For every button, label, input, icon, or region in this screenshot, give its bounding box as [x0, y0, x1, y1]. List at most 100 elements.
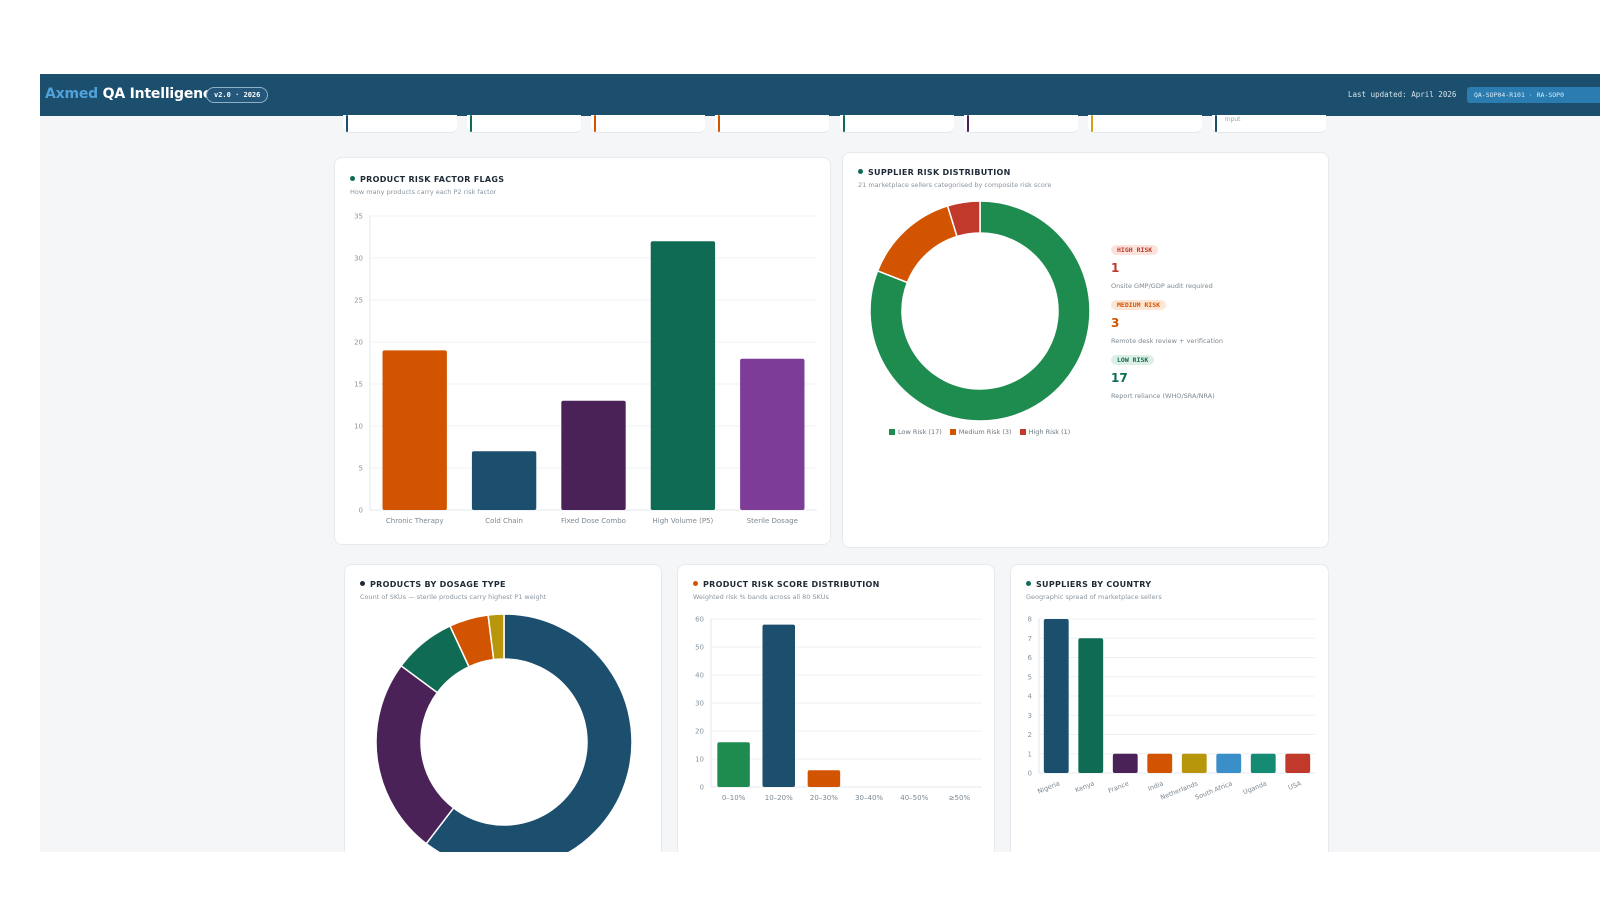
- x-tick-label: 20–30%: [810, 794, 838, 802]
- x-tick-label: ≥50%: [949, 794, 971, 802]
- kpi-accent: [843, 115, 845, 132]
- bar: [1181, 753, 1207, 773]
- bar: [1112, 753, 1138, 773]
- donut-slice: [487, 613, 505, 661]
- legend-label: High Risk (1): [1028, 428, 1071, 436]
- y-tick-label: 6: [1028, 654, 1033, 662]
- bar: [1216, 753, 1242, 773]
- donut-slice: [375, 664, 455, 845]
- dosage-type-card: PRODUCTS BY DOSAGE TYPE Count of SKUs — …: [344, 564, 662, 852]
- title-dot: [350, 176, 355, 181]
- high-risk-count: 1: [1111, 261, 1120, 275]
- kpi-card[interactable]: [1088, 115, 1202, 133]
- app-logo[interactable]: Axmed QA Intelligence: [45, 86, 221, 102]
- kpi-accent: [594, 115, 596, 132]
- top-bar: Axmed QA Intelligence v2.0 · 2026 Last u…: [40, 74, 1600, 116]
- title-dot: [1026, 581, 1031, 586]
- y-tick-label: 30: [354, 255, 363, 263]
- x-tick-label: Cold Chain: [485, 517, 523, 525]
- bar: [762, 624, 796, 787]
- x-tick-label: Uganda: [1242, 779, 1268, 796]
- kpi-accent: [1091, 115, 1093, 132]
- x-tick-label: 10–20%: [765, 794, 793, 802]
- y-tick-label: 60: [695, 616, 704, 624]
- medium-risk-count: 3: [1111, 316, 1120, 330]
- version-badge: v2.0 · 2026: [206, 87, 269, 103]
- medium-risk-badge: MEDIUM RISK: [1111, 300, 1167, 310]
- legend-label: Medium Risk (3): [958, 428, 1012, 436]
- kpi-card[interactable]: Input: [1212, 115, 1326, 133]
- y-tick-label: 8: [1028, 616, 1032, 624]
- donut-slice: [425, 613, 633, 852]
- supplier-risk-donut: [869, 200, 1091, 422]
- x-tick-label: South Africa: [1194, 779, 1234, 801]
- y-tick-label: 50: [695, 644, 704, 652]
- y-tick-label: 20: [695, 728, 704, 736]
- country-chart: 0 1 2 3 4 5 6 7 8 Nigeria Kenya France IndiaNetherla…: [1028, 616, 1315, 802]
- bar: [1078, 638, 1104, 773]
- high-risk-desc: Onsite GMP/GDP audit required: [1111, 282, 1213, 290]
- kpi-card[interactable]: [467, 115, 581, 133]
- kpi-accent: [346, 115, 348, 132]
- medium-risk-desc: Remote desk review + verification: [1111, 337, 1223, 345]
- country-card: SUPPLIERS BY COUNTRY Geographic spread o…: [1010, 564, 1329, 852]
- donut-slice: [946, 200, 981, 238]
- kpi-accent: [470, 115, 472, 132]
- legend-item-high[interactable]: High Risk (1): [1019, 428, 1071, 436]
- bar: [807, 770, 841, 787]
- supplier-risk-subtitle: 21 marketplace sellers categorised by co…: [858, 181, 1052, 189]
- risk-score-subtitle: Weighted risk % bands across all 80 SKUs: [693, 593, 829, 601]
- x-tick-label: France: [1107, 779, 1130, 795]
- donut-slice: [869, 200, 1091, 422]
- dashboard-window: Axmed QA Intelligence v2.0 · 2026 Last u…: [40, 74, 1600, 852]
- low-risk-badge: LOW RISK: [1111, 355, 1155, 365]
- bar: [740, 358, 805, 510]
- brand-name: Axmed: [45, 86, 98, 102]
- legend-item-low[interactable]: Low Risk (17): [889, 428, 942, 436]
- y-tick-label: 20: [354, 339, 363, 347]
- supplier-risk-title-text: SUPPLIER RISK DISTRIBUTION: [868, 168, 1011, 177]
- dosage-type-donut: [375, 613, 633, 852]
- legend-swatch: [889, 429, 895, 435]
- donut-slice: [876, 204, 958, 284]
- risk-score-title: PRODUCT RISK SCORE DISTRIBUTION: [693, 580, 880, 589]
- x-tick-label: 0–10%: [722, 794, 746, 802]
- low-risk-count: 17: [1111, 371, 1128, 385]
- risk-flags-title-text: PRODUCT RISK FACTOR FLAGS: [360, 175, 505, 184]
- bar: [717, 742, 750, 787]
- dosage-type-title: PRODUCTS BY DOSAGE TYPE: [360, 580, 506, 589]
- bar: [1043, 619, 1069, 773]
- title-dot: [858, 169, 863, 174]
- risk-flags-subtitle: How many products carry each P2 risk fac…: [350, 188, 497, 196]
- x-tick-label: Chronic Therapy: [386, 517, 444, 525]
- legend-item-medium[interactable]: Medium Risk (3): [949, 428, 1012, 436]
- y-tick-label: 2: [1028, 731, 1032, 739]
- y-tick-label: 5: [1028, 673, 1032, 681]
- kpi-card[interactable]: [343, 115, 457, 133]
- kpi-accent: [967, 115, 969, 132]
- high-risk-badge: HIGH RISK: [1111, 245, 1159, 255]
- y-tick-label: 0: [1028, 770, 1032, 778]
- x-tick-label: India: [1147, 779, 1165, 792]
- kpi-card[interactable]: [591, 115, 705, 133]
- x-tick-label: Netherlands: [1159, 779, 1199, 801]
- kpi-card[interactable]: [964, 115, 1078, 133]
- y-tick-label: 0: [359, 507, 363, 515]
- country-title: SUPPLIERS BY COUNTRY: [1026, 580, 1151, 589]
- y-tick-label: 10: [695, 756, 704, 764]
- legend-swatch: [949, 429, 956, 435]
- legend-label: Low Risk (17): [898, 428, 942, 436]
- supplier-risk-title: SUPPLIER RISK DISTRIBUTION: [858, 168, 1011, 177]
- risk-flags-card: PRODUCT RISK FACTOR FLAGS How many produ…: [334, 157, 831, 545]
- y-tick-label: 5: [359, 465, 363, 473]
- y-tick-label: 3: [1028, 712, 1032, 720]
- y-tick-label: 10: [354, 423, 363, 431]
- kpi-text: Input: [1225, 116, 1241, 123]
- supplier-risk-legend: Low Risk (17) Medium Risk (3) High Risk …: [889, 428, 1070, 436]
- kpi-accent: [718, 115, 720, 132]
- kpi-card[interactable]: [840, 115, 954, 133]
- kpi-card[interactable]: [715, 115, 829, 133]
- x-tick-label: Fixed Dose Combo: [561, 517, 626, 525]
- title-dot: [360, 581, 365, 586]
